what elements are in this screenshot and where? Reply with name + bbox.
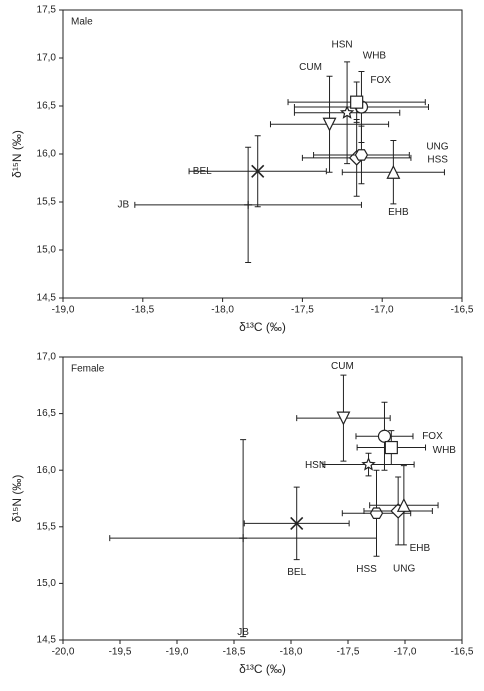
y-tick-label: 14,5	[37, 635, 57, 646]
marker	[290, 516, 304, 530]
y-tick-label: 16,5	[37, 408, 57, 419]
x-tick-label: -17,0	[371, 305, 394, 316]
point-label: EHB	[410, 543, 431, 554]
x-tick-label: -18,0	[211, 305, 234, 316]
y-tick-label: 16,0	[37, 149, 57, 160]
point-label: BEL	[193, 166, 212, 177]
x-tick-label: -19,0	[166, 647, 189, 658]
y-tick-label: 15,0	[37, 245, 57, 256]
y-tick-label: 16,0	[37, 465, 57, 476]
x-tick-label: -17,0	[394, 647, 417, 658]
x-tick-label: -16,5	[451, 647, 474, 658]
y-tick-label: 16,5	[37, 101, 57, 112]
point-label: JB	[117, 200, 129, 211]
point-label: HSS	[427, 154, 448, 165]
point-label: WHB	[363, 51, 387, 62]
point-label: CUM	[299, 62, 322, 73]
x-tick-label: -20,0	[52, 647, 75, 658]
marker	[322, 117, 337, 132]
marker	[361, 456, 376, 471]
point-label: FOX	[370, 75, 391, 86]
marker	[377, 429, 392, 443]
x-tick-label: -19,0	[52, 305, 75, 316]
point-label: FOX	[422, 431, 443, 442]
x-tick-label: -18,5	[223, 647, 246, 658]
marker	[239, 534, 248, 543]
panel-label: Female	[71, 364, 105, 375]
x-tick-label: -16,5	[451, 305, 474, 316]
marker	[339, 105, 355, 119]
y-tick-label: 17,0	[37, 352, 57, 363]
y-tick-label: 15,0	[37, 578, 57, 589]
point-label: HSN	[305, 460, 326, 471]
plot-frame	[62, 9, 463, 299]
marker	[396, 497, 411, 512]
y-axis-title: δ¹⁵N (‰)	[10, 130, 24, 178]
x-tick-label: -19,5	[109, 647, 132, 658]
point-label: CUM	[331, 361, 354, 372]
marker	[386, 164, 401, 179]
point-label: HSS	[356, 564, 377, 575]
y-tick-label: 15,5	[37, 521, 57, 532]
point-label: WHB	[433, 445, 457, 456]
y-axis-title: δ¹⁵N (‰)	[10, 475, 24, 523]
point-label: JB	[237, 627, 249, 638]
point-label: EHB	[388, 207, 409, 218]
point-label: HSN	[332, 39, 353, 50]
y-tick-label: 14,5	[37, 293, 57, 304]
point-label: BEL	[287, 567, 306, 578]
y-tick-label: 17,0	[37, 53, 57, 64]
marker	[384, 440, 398, 455]
marker	[244, 200, 253, 209]
point-label: UNG	[426, 142, 448, 153]
x-tick-label: -18,5	[131, 305, 154, 316]
x-axis-title: δ¹³C (‰)	[239, 320, 286, 334]
marker	[354, 149, 369, 161]
marker	[369, 507, 384, 520]
x-tick-label: -17,5	[337, 647, 360, 658]
x-tick-label: -17,5	[291, 305, 314, 316]
point-label: UNG	[393, 564, 415, 575]
marker	[251, 164, 265, 178]
marker	[336, 411, 351, 426]
x-axis-title: δ¹³C (‰)	[239, 662, 286, 676]
plot-frame	[62, 356, 463, 641]
panel-label: Male	[71, 17, 93, 28]
marker	[350, 95, 364, 109]
y-tick-label: 15,5	[37, 197, 57, 208]
x-tick-label: -18,0	[280, 647, 303, 658]
y-tick-label: 17,5	[37, 5, 57, 16]
